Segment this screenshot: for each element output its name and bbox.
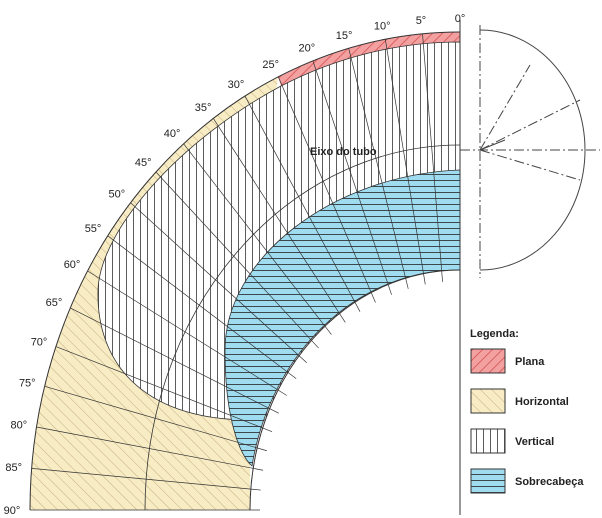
radial-line bbox=[384, 39, 426, 285]
angle-label: 0° bbox=[455, 13, 466, 25]
angle-label: 85° bbox=[5, 462, 22, 474]
section-line bbox=[479, 64, 531, 151]
section-line bbox=[479, 139, 506, 151]
legend: Legenda: Plana Horizontal Vertical Sobrecab… bbox=[470, 328, 584, 494]
angle-label: 10° bbox=[374, 20, 391, 32]
legend-label: Sobrecabeça bbox=[515, 476, 584, 488]
radial-line bbox=[213, 118, 346, 323]
legend-label: Vertical bbox=[515, 436, 554, 448]
angle-label: 90° bbox=[4, 505, 21, 517]
legend-swatch bbox=[470, 468, 506, 494]
radial-line bbox=[55, 346, 273, 433]
pipe-diagram: 0° 5° 10° 15° 20° 25° 30° 35° 40° 45° 50° 55° 60° 65°… bbox=[4, 13, 466, 517]
axis-arc bbox=[144, 144, 461, 511]
angle-label: 30° bbox=[228, 79, 245, 91]
radial-line bbox=[70, 307, 279, 414]
radial-line bbox=[130, 202, 308, 364]
legend-label: Plana bbox=[515, 356, 545, 368]
angle-label: 45° bbox=[135, 157, 152, 169]
angle-label: 80° bbox=[10, 420, 27, 432]
radial-line bbox=[87, 270, 287, 396]
radial-line bbox=[348, 48, 409, 289]
radial-line bbox=[277, 76, 376, 303]
radial-line bbox=[44, 385, 267, 452]
angle-label: 75° bbox=[19, 378, 36, 390]
angle-label: 60° bbox=[64, 259, 81, 271]
angle-label: 25° bbox=[262, 59, 279, 71]
radial-line bbox=[155, 171, 319, 349]
angle-label: 5° bbox=[416, 15, 427, 27]
radial-line bbox=[312, 60, 392, 295]
angle-label: 35° bbox=[195, 102, 212, 114]
outer-arc bbox=[29, 31, 461, 511]
axis-label: Eixo do tubo bbox=[310, 146, 377, 158]
angle-label: 70° bbox=[31, 337, 48, 349]
radial-line bbox=[244, 95, 361, 312]
angle-labels: 0° 5° 10° 15° 20° 25° 30° 35° 40° 45° 50° 55° 60° 65°… bbox=[4, 13, 466, 517]
angle-label: 15° bbox=[336, 30, 353, 42]
angle-label: 50° bbox=[108, 189, 125, 201]
legend-label: Horizontal bbox=[515, 396, 569, 408]
angle-label: 40° bbox=[164, 128, 181, 140]
legend-title: Legenda: bbox=[470, 328, 519, 340]
angle-label: 55° bbox=[85, 223, 102, 235]
angle-label: 65° bbox=[46, 297, 63, 309]
section-line bbox=[479, 149, 581, 181]
radial-line bbox=[183, 143, 332, 335]
inner-arc bbox=[249, 269, 461, 511]
angle-label: 20° bbox=[298, 43, 315, 55]
legend-swatch bbox=[470, 428, 506, 454]
flat-region bbox=[278, 32, 460, 86]
pipe-inner-fill bbox=[250, 270, 460, 510]
radial-line bbox=[107, 235, 297, 379]
overhead-region bbox=[224, 169, 461, 467]
legend-swatch bbox=[470, 388, 506, 414]
section-line bbox=[479, 99, 581, 151]
section-arc bbox=[479, 29, 586, 271]
cross-section bbox=[460, 25, 600, 278]
legend-swatch bbox=[470, 348, 506, 374]
radial-line bbox=[422, 33, 443, 282]
